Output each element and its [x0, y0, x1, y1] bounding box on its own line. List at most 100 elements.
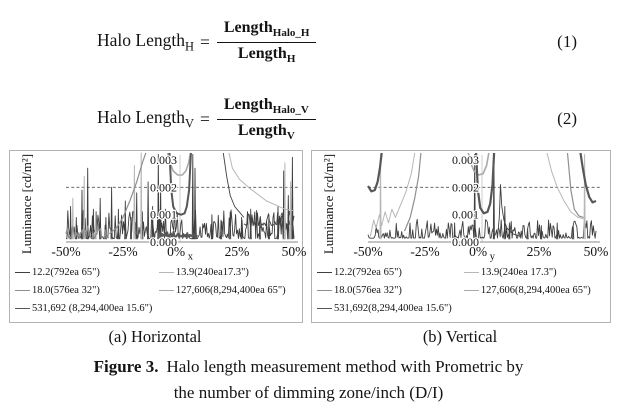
x-tick-label: -50%: [353, 244, 383, 259]
legend-item-0: 12.2(792ea 65"): [317, 263, 464, 281]
legend-item-label: 13.9(240ea17.3"): [175, 266, 249, 278]
legend-item-label: 18.0(576ea 32"): [334, 284, 402, 296]
luminance-plot: 0.000 0.001 0.002 0.003: [65, 152, 298, 248]
equation-2-equals-sign: =: [200, 108, 210, 129]
series-line-4: [160, 152, 199, 238]
legend-item-label: 127,606(8,294,400ea 65"): [175, 284, 286, 296]
equation-2-fraction: LengthHalo_V LengthV: [216, 95, 316, 143]
equation-2-body: Halo LengthV = LengthHalo_V LengthV: [97, 84, 316, 154]
y-tick-label: 0.003: [452, 153, 479, 167]
equation-2-denominator: LengthV: [216, 118, 316, 143]
equation-1: Halo LengthH = LengthHalo_H LengthH (1): [0, 6, 617, 78]
x-tick-label: -25%: [410, 244, 440, 259]
legend-line-swatch: [158, 271, 174, 273]
chart-panel-vertical: Luminance [cd/m²] 0.000 0.001 0.002 0.003 -50…: [311, 150, 611, 323]
legend-item-0: 12.2(792ea 65"): [15, 263, 159, 281]
equation-2-numerator-text: Length: [223, 96, 273, 114]
equation-1-lhs-subscript: H: [184, 39, 194, 54]
equation-2-denominator-text: Length: [237, 121, 287, 139]
figure-caption-line1-text: Halo length measurement method with Prom…: [166, 357, 524, 376]
equation-1-number: (1): [557, 32, 577, 51]
x-tick-label: 25%: [526, 244, 552, 259]
legend-item-label: 12.2(792ea 65"): [334, 266, 402, 278]
series-line-1: [71, 152, 295, 240]
chart-legend: 12.2(792ea 65") 13.9(240ea17.3") 18.0(576e…: [15, 263, 297, 317]
sub-caption-b: (b) Vertical: [422, 327, 498, 346]
equation-1-denominator: LengthH: [216, 41, 317, 66]
equation-2-denominator-subscript: V: [286, 129, 295, 142]
y-tick-label: 0.003: [150, 153, 177, 167]
figure-caption: Figure 3. Halo length measurement method …: [0, 354, 617, 407]
legend-line-swatch: [317, 271, 332, 273]
legend-item-3: 127,606(8,294,400ea 65"): [463, 281, 605, 299]
axis-letter-subscript: x: [185, 251, 193, 263]
x-tick-label: 25%: [224, 244, 250, 259]
figure-caption-label: Figure 3.: [93, 357, 159, 376]
equation-2-lhs-text: Halo Length: [97, 106, 185, 127]
legend-item-2: 18.0(576ea 32"): [317, 281, 464, 299]
x-tick-label: 0% x: [167, 244, 193, 263]
sub-caption-a: (a) Horizontal: [108, 327, 202, 346]
legend-item-label: 13.9(240ea 17.3"): [480, 266, 557, 278]
equation-2-numerator: LengthHalo_V: [217, 95, 316, 118]
legend-item-4: 531,692 (8,294,400ea 15.6"): [15, 299, 159, 317]
equation-2-numerator-subscript: Halo_V: [272, 104, 309, 117]
series-line-3: [467, 152, 490, 176]
equation-2: Halo LengthV = LengthHalo_V LengthV (2): [0, 84, 617, 154]
luminance-plot: 0.000 0.001 0.002 0.003: [367, 152, 600, 248]
figure-caption-line2: the number of dimming zone/inch (D/I): [173, 383, 444, 403]
legend-line-swatch: [15, 271, 30, 273]
equation-1-lhs-text: Halo Length: [97, 29, 185, 50]
equation-2-lhs-subscript: V: [184, 116, 194, 131]
y-tick-label: 0.000: [150, 235, 177, 248]
x-axis-ticks: -50% -25% 0% y 25% 50%: [312, 244, 610, 263]
equation-2-number: (2): [557, 109, 577, 128]
equation-1-equals-sign: =: [200, 31, 210, 52]
equation-1-numerator-text: Length: [223, 19, 273, 37]
y-tick-label: 0.002: [452, 180, 479, 194]
figure-caption-line1: Figure 3. Halo length measurement method …: [0, 354, 617, 380]
chart-panel-horizontal: Luminance [cd/m²] 0.000 0.001 0.002 0.003 -50…: [9, 150, 306, 323]
equation-1-denominator-subscript: H: [286, 52, 296, 65]
legend-line-swatch: [15, 307, 30, 309]
legend-line-swatch: [15, 289, 30, 291]
series-line-0: [66, 152, 295, 240]
equation-1-denominator-text: Length: [237, 44, 287, 62]
legend-line-swatch: [463, 271, 479, 273]
legend-line-swatch: [463, 289, 479, 291]
legend-item-2: 18.0(576ea 32"): [15, 281, 159, 299]
axis-letter-subscript: y: [487, 251, 495, 263]
equation-1-lhs: Halo LengthH: [97, 30, 194, 55]
legend-item-label: 18.0(576ea 32"): [32, 284, 100, 296]
x-tick-label: -50%: [51, 244, 81, 259]
x-axis-ticks: -50% -25% 0% x 25% 50%: [10, 244, 306, 263]
legend-item-4: 531,692(8,294,400ea 15.6"): [317, 299, 464, 317]
equation-2-lhs: Halo LengthV: [97, 107, 194, 132]
equation-1-numerator: LengthHalo_H: [217, 18, 317, 41]
legend-line-swatch: [317, 307, 332, 309]
legend-item-label: 531,692(8,294,400ea 15.6"): [334, 302, 452, 314]
legend-item-1: 13.9(240ea17.3"): [158, 263, 297, 281]
y-tick-label: 0.001: [452, 208, 479, 222]
y-tick-label: 0.001: [150, 208, 177, 222]
x-tick-label: -25%: [108, 244, 138, 259]
legend-item-3: 127,606(8,294,400ea 65"): [158, 281, 297, 299]
series-line-2: [403, 152, 584, 232]
chart-legend: 12.2(792ea 65") 13.9(240ea 17.3") 18.0(576…: [317, 263, 605, 317]
equation-1-fraction: LengthHalo_H LengthH: [216, 18, 317, 66]
series-line-4: [367, 152, 597, 215]
equation-1-numerator-subscript: Halo_H: [272, 27, 310, 40]
legend-line-swatch: [158, 289, 174, 291]
x-tick-label: 0% y: [469, 244, 495, 263]
equation-1-body: Halo LengthH = LengthHalo_H LengthH: [97, 6, 317, 78]
y-tick-label: 0.000: [452, 235, 479, 248]
legend-item-1: 13.9(240ea 17.3"): [463, 263, 605, 281]
legend-item-label: 12.2(792ea 65"): [32, 266, 100, 278]
legend-item-label: 531,692 (8,294,400ea 15.6"): [32, 302, 153, 314]
y-tick-label: 0.002: [150, 180, 177, 194]
x-tick-label: 50%: [583, 244, 609, 259]
x-tick-label: 50%: [281, 244, 307, 259]
legend-item-label: 127,606(8,294,400ea 65"): [480, 284, 591, 296]
legend-line-swatch: [317, 289, 332, 291]
